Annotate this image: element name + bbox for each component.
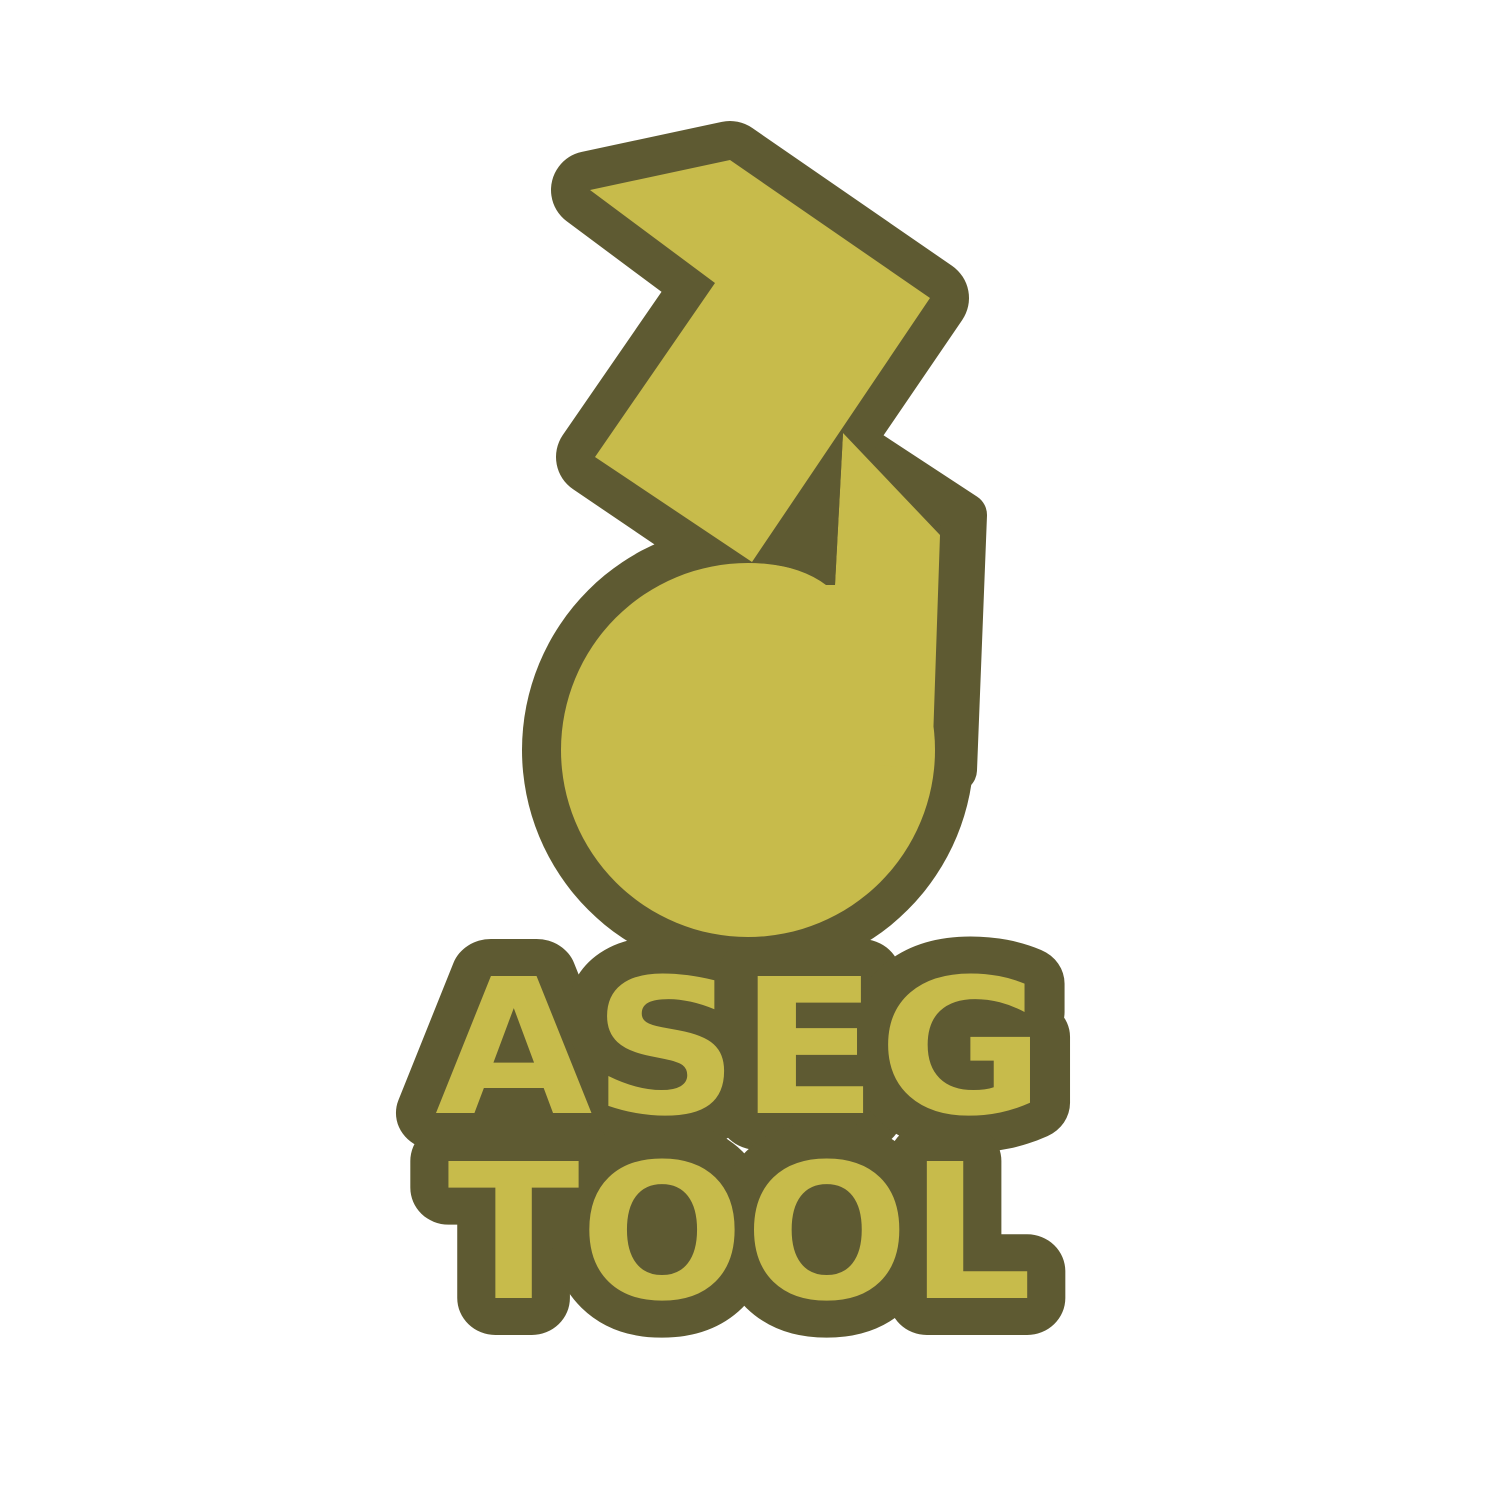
- emblem-fill: [561, 160, 940, 937]
- emblem-bolt: [590, 160, 930, 562]
- emblem-notch: [752, 433, 843, 585]
- wordmark: ASEG TOOL: [398, 902, 1082, 1380]
- emblem-tail: [826, 433, 940, 770]
- wordmark-line-2: TOOL: [448, 1124, 1033, 1343]
- wordmark-line-1: ASEG: [435, 939, 1045, 1158]
